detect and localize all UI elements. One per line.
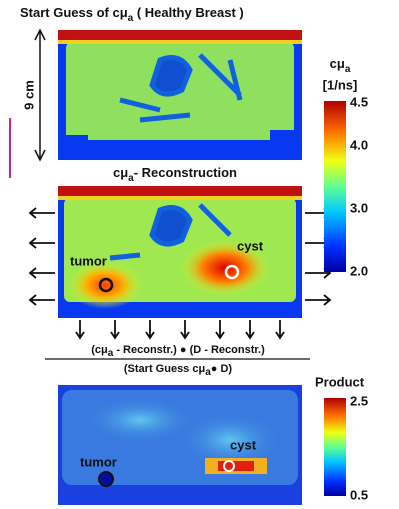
annotation: tumor <box>70 253 107 268</box>
formula-text: (Start Guess cμ <box>124 363 205 375</box>
formula-denominator: (Start Guess cμa● D) <box>124 363 233 378</box>
panel-title: Start Guess of cμa ( Healthy Breast ) <box>20 5 244 23</box>
colorbar-tick: 2.0 <box>350 263 368 278</box>
colorbar-tick: 4.5 <box>350 94 368 109</box>
colorbar-title: cμa <box>330 56 351 74</box>
panel-title: cμa- Reconstruction <box>113 165 237 183</box>
title-text: - Reconstruction <box>134 165 237 180</box>
title-text: ( Healthy Breast ) <box>133 5 244 20</box>
colorbar-tick: 3.0 <box>350 200 368 215</box>
heatmap <box>58 186 302 318</box>
colorbar-title: Product <box>315 374 365 389</box>
title-text: Start Guess of cμ <box>20 5 128 20</box>
colorbar <box>324 398 346 496</box>
colorbar-tick: 2.5 <box>350 393 368 408</box>
colorbar-sub: a <box>345 64 351 75</box>
colorbar-tick: 0.5 <box>350 487 368 502</box>
heatmap <box>58 30 302 160</box>
formula-text: - Reconstr.) ● (D - Reconstr.) <box>113 344 265 356</box>
figure: Start Guess of cμa ( Healthy Breast ) 9 … <box>0 0 399 509</box>
formula-text: (cμ <box>91 344 108 356</box>
colorbar-text: cμ <box>330 56 345 71</box>
formula-numerator: (cμa - Reconstr.) ● (D - Reconstr.) <box>91 344 265 359</box>
annotation: cyst <box>237 238 264 253</box>
scale-label: 9 cm <box>21 80 36 110</box>
colorbar-tick: 4.0 <box>350 137 368 152</box>
annotation: cyst <box>230 437 257 452</box>
annotation: tumor <box>80 454 117 469</box>
colorbar-unit: [1/ns] <box>323 77 358 92</box>
title-text: cμ <box>113 165 128 180</box>
colorbar <box>324 101 346 272</box>
formula-text: ● D) <box>211 363 233 375</box>
heatmap <box>58 385 302 505</box>
